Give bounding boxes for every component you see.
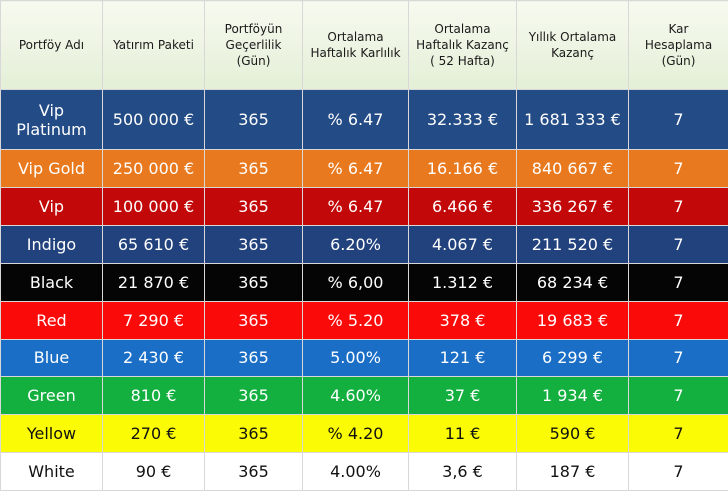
table-row: Vip 100 000 €365% 6.47 6.466 €336 267 €7 (0, 187, 728, 227)
portfolio-name: Indigo (0, 225, 103, 264)
table-row: Vip Gold 250 000 €365% 6.47 16.166 €840 66… (0, 149, 728, 189)
table-row: Green 810 €365 4.60% 37 €1 934 €7 (0, 376, 728, 416)
table-cell: 365 (204, 300, 303, 340)
table-cell: 90 € (102, 452, 205, 491)
table-header: Portföy Adı Yatırım Paketi Portföyün Geçer… (0, 0, 728, 90)
portfolio-name: Vip (0, 187, 103, 227)
table-row: Vip Platinum 500 000 €365% 6.47 32.333 €1 … (0, 88, 728, 151)
header-cell: Portföyün Geçerlilik (Gün) (204, 0, 303, 90)
table-cell: 810 € (102, 376, 205, 416)
table-cell: % 6.47 (302, 149, 409, 189)
table-cell: 365 (204, 452, 303, 491)
table-cell: 500 000 € (102, 88, 205, 151)
header-cell: Ortalama Haftalık Karlılık (302, 0, 409, 90)
table-cell: 365 (204, 149, 303, 189)
header-row: Portföy Adı Yatırım Paketi Portföyün Geçer… (0, 0, 728, 90)
table-cell: 1 681 333 € (516, 88, 629, 151)
table-cell: 6.20% (302, 225, 409, 264)
table-cell: 7 (628, 338, 728, 378)
table-cell: 7 (628, 414, 728, 454)
table-cell: 11 € (408, 414, 517, 454)
table-cell: 37 € (408, 376, 517, 416)
table-row: Red 7 290 €365% 5.20 378 €19 683 €7 (0, 300, 728, 340)
table-row: Yellow 270 €365% 4.20 11 €590 €7 (0, 414, 728, 454)
table-cell: 7 (628, 262, 728, 302)
table-cell: 365 (204, 88, 303, 151)
table-cell: 7 (628, 376, 728, 416)
table-cell: 19 683 € (516, 300, 629, 340)
table-cell: % 4.20 (302, 414, 409, 454)
table-cell: 7 (628, 300, 728, 340)
portfolio-name: Black (0, 262, 103, 302)
portfolio-name: Blue (0, 338, 103, 378)
header-cell: Yatırım Paketi (102, 0, 205, 90)
table-cell: % 5.20 (302, 300, 409, 340)
table-row: White 90 €365 4.00% 3,6 €187 €7 (0, 452, 728, 491)
table-cell: 365 (204, 376, 303, 416)
table-cell: 5.00% (302, 338, 409, 378)
portfolio-name: Vip Platinum (0, 88, 103, 151)
header-cell: Kar Hesaplama (Gün) (628, 0, 728, 90)
table-cell: 7 (628, 452, 728, 491)
table-cell: 121 € (408, 338, 517, 378)
table-cell: 7 (628, 225, 728, 264)
table-cell: 365 (204, 414, 303, 454)
table-cell: 270 € (102, 414, 205, 454)
table-cell: 1.312 € (408, 262, 517, 302)
table-cell: 21 870 € (102, 262, 205, 302)
portfolio-name: White (0, 452, 103, 491)
table-cell: 590 € (516, 414, 629, 454)
table-cell: 32.333 € (408, 88, 517, 151)
table-cell: 840 667 € (516, 149, 629, 189)
table-cell: 365 (204, 338, 303, 378)
table-cell: 6 299 € (516, 338, 629, 378)
table-cell: 250 000 € (102, 149, 205, 189)
table-cell: 7 (628, 187, 728, 227)
header-cell: Yıllık Ortalama Kazanç (516, 0, 629, 90)
table-cell: 187 € (516, 452, 629, 491)
table-cell: 4.60% (302, 376, 409, 416)
table-cell: 336 267 € (516, 187, 629, 227)
table-cell: 211 520 € (516, 225, 629, 264)
table-cell: 6.466 € (408, 187, 517, 227)
portfolio-name: Yellow (0, 414, 103, 454)
table-cell: 365 (204, 187, 303, 227)
table-cell: 7 290 € (102, 300, 205, 340)
table-cell: 100 000 € (102, 187, 205, 227)
table-body: Vip Platinum 500 000 €365% 6.47 32.333 €1 … (0, 88, 728, 491)
portfolio-name: Vip Gold (0, 149, 103, 189)
table-cell: 4.067 € (408, 225, 517, 264)
table-cell: 365 (204, 262, 303, 302)
table-row: Blue 2 430 €365 5.00% 121 €6 299 €7 (0, 338, 728, 378)
table-cell: % 6.47 (302, 88, 409, 151)
table-cell: 365 (204, 225, 303, 264)
table-cell: 378 € (408, 300, 517, 340)
table-row: Indigo 65 610 €365 6.20% 4.067 €211 520 €7 (0, 225, 728, 264)
portfolio-name: Red (0, 300, 103, 340)
table-cell: % 6.47 (302, 187, 409, 227)
header-cell: Portföy Adı (0, 0, 103, 90)
table-cell: 65 610 € (102, 225, 205, 264)
table-cell: 1 934 € (516, 376, 629, 416)
table-cell: 4.00% (302, 452, 409, 491)
table-cell: 3,6 € (408, 452, 517, 491)
table-cell: 7 (628, 88, 728, 151)
table-cell: 68 234 € (516, 262, 629, 302)
header-cell: Ortalama Haftalık Kazanç ( 52 Hafta) (408, 0, 517, 90)
portfolio-name: Green (0, 376, 103, 416)
table-cell: 16.166 € (408, 149, 517, 189)
table-cell: 2 430 € (102, 338, 205, 378)
table-row: Black 21 870 €365% 6,00 1.312 €68 234 €7 (0, 262, 728, 302)
table-cell: % 6,00 (302, 262, 409, 302)
table-cell: 7 (628, 149, 728, 189)
